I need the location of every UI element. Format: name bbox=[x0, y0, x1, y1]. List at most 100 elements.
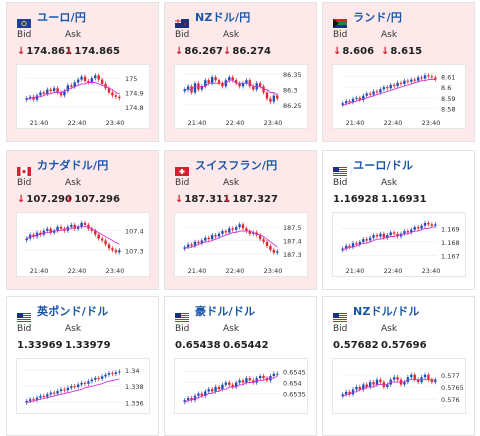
mini-chart[interactable]: 187.5 187.4 187.3 21:40 22:40 23:40 bbox=[174, 212, 308, 277]
rate-card[interactable]: 英ポンド/ドル Bid Ask 1.33969 1.33979 1.34 1.338 1.33… bbox=[6, 296, 159, 436]
candle-body bbox=[97, 378, 100, 380]
candle-body bbox=[392, 232, 396, 234]
y-tick-label: 1.338 bbox=[125, 383, 144, 391]
rate-card[interactable]: 豪ドル/ドル Bid Ask 0.65438 0.65442 0.6545 0.654 0.6… bbox=[164, 296, 317, 436]
candle-body bbox=[252, 380, 255, 383]
candle-body bbox=[392, 377, 396, 380]
y-tick-label: 8.6 bbox=[441, 84, 451, 92]
mini-chart[interactable]: 107.4 107.3 21:40 22:40 23:40 bbox=[16, 212, 150, 277]
ask-label: Ask bbox=[65, 324, 82, 334]
rate-card[interactable]: カナダドル/円 Bid Ask ↓107.290 ↓107.296 107.4 107.3 2… bbox=[6, 150, 159, 290]
ask-value: ↓86.274 bbox=[223, 46, 271, 57]
candle-body bbox=[66, 387, 70, 391]
candle-body bbox=[49, 392, 52, 395]
mini-chart[interactable]: 8.61 8.6 8.59 8.58 21:40 22:40 23:40 bbox=[332, 64, 466, 129]
candle-body bbox=[183, 247, 186, 249]
currency-pair-link[interactable]: カナダドル/円 bbox=[37, 159, 109, 172]
mini-chart[interactable]: 86.35 86.3 86.25 21:40 22:40 23:40 bbox=[174, 64, 308, 129]
x-tick-label: 23:40 bbox=[106, 267, 125, 275]
candle-body bbox=[32, 234, 35, 237]
rate-card[interactable]: ランド/円 Bid Ask ↓8.606 ↓8.615 8.61 8.6 8.59 8.58 21… bbox=[322, 2, 475, 142]
candle-body bbox=[241, 380, 245, 383]
bid-number: 86.267 bbox=[184, 46, 223, 57]
candle-body bbox=[83, 76, 87, 82]
candle-body bbox=[379, 89, 382, 93]
ch-flag-icon bbox=[175, 161, 189, 176]
candle-body bbox=[25, 400, 28, 403]
candle-body bbox=[241, 83, 245, 87]
candle-body bbox=[221, 83, 224, 87]
candle-body bbox=[410, 79, 413, 82]
candle-body bbox=[49, 89, 52, 92]
candle-body bbox=[416, 77, 420, 81]
candle-body bbox=[434, 224, 437, 226]
candle-body bbox=[355, 387, 358, 390]
candle-body bbox=[210, 389, 214, 392]
mini-chart[interactable]: 0.6545 0.654 0.6535 bbox=[174, 358, 308, 414]
currency-pair-link[interactable]: 英ポンド/ドル bbox=[37, 305, 109, 318]
bid-label: Bid bbox=[17, 30, 32, 40]
moving-average-line bbox=[184, 375, 278, 403]
currency-pair-link[interactable]: NZドル/ドル bbox=[353, 305, 420, 318]
y-tick-label: 86.25 bbox=[283, 102, 302, 110]
currency-pair-link[interactable]: 豪ドル/ドル bbox=[195, 305, 256, 318]
candle-body bbox=[228, 77, 231, 81]
bid-value: 1.33969 bbox=[17, 340, 63, 351]
candle-body bbox=[100, 376, 104, 379]
y-tick-label: 86.3 bbox=[283, 86, 297, 94]
candle-body bbox=[80, 222, 83, 227]
mini-chart[interactable]: 175 174.9 174.8 21:40 22:40 23:40 bbox=[16, 64, 150, 129]
candle-body bbox=[355, 97, 358, 99]
x-tick-label: 23:40 bbox=[106, 119, 125, 127]
ask-label: Ask bbox=[223, 178, 240, 188]
x-tick-label: 21:40 bbox=[30, 267, 49, 275]
moving-average-line bbox=[342, 226, 436, 251]
currency-pair-link[interactable]: NZドル/円 bbox=[195, 11, 251, 24]
candle-body bbox=[238, 83, 241, 87]
mini-chart[interactable]: 1.34 1.338 1.336 bbox=[16, 358, 150, 414]
candle-body bbox=[375, 379, 379, 385]
x-tick-label: 21:40 bbox=[346, 267, 365, 275]
bid-number: 1.33969 bbox=[17, 340, 63, 351]
candle-body bbox=[379, 233, 382, 237]
candle-body bbox=[200, 240, 204, 244]
rate-card[interactable]: ユーロ/ドル Bid Ask 1.16928 1.16931 1.169 1.168 1.16… bbox=[322, 150, 475, 290]
moving-average-line bbox=[26, 82, 120, 101]
candle-body bbox=[423, 374, 427, 378]
candle-body bbox=[118, 250, 121, 253]
y-tick-label: 1.169 bbox=[441, 225, 460, 233]
x-tick-label: 22:40 bbox=[226, 119, 245, 127]
candle-body bbox=[241, 224, 245, 229]
x-tick-label: 21:40 bbox=[188, 119, 207, 127]
bid-label: Bid bbox=[333, 30, 348, 40]
candle-body bbox=[358, 241, 362, 245]
candle-body bbox=[56, 226, 59, 231]
candle-body bbox=[368, 382, 372, 387]
rate-card[interactable]: NZドル/円 Bid Ask ↓86.267 ↓86.274 86.35 86.3 86.25… bbox=[164, 2, 317, 142]
bid-label: Bid bbox=[17, 178, 32, 188]
moving-average-line bbox=[184, 230, 278, 250]
ask-label: Ask bbox=[381, 324, 398, 334]
candle-body bbox=[269, 245, 272, 250]
mini-chart[interactable]: 0.577 0.5765 0.576 bbox=[332, 358, 466, 414]
rate-card[interactable]: NZドル/ドル Bid Ask 0.57682 0.57696 0.577 0.5765 0.… bbox=[322, 296, 475, 436]
x-tick-label: 22:40 bbox=[384, 119, 403, 127]
currency-pair-link[interactable]: ユーロ/ドル bbox=[353, 159, 414, 172]
candle-body bbox=[100, 79, 104, 84]
currency-pair-link[interactable]: ユーロ/円 bbox=[37, 11, 87, 24]
candle-body bbox=[97, 75, 100, 80]
card-title-row: 英ポンド/ドル bbox=[17, 304, 109, 322]
y-tick-label: 0.6545 bbox=[283, 369, 306, 377]
mini-chart[interactable]: 1.169 1.168 1.167 21:40 22:40 23:40 bbox=[332, 212, 466, 277]
rate-card[interactable]: スイスフラン/円 Bid Ask ↓187.311 ↓187.327 187.5 187.4… bbox=[164, 150, 317, 290]
candle-body bbox=[406, 80, 410, 82]
bid-number: 0.65438 bbox=[175, 340, 221, 351]
candle-body bbox=[111, 373, 114, 375]
candle-body bbox=[362, 239, 365, 242]
candle-body bbox=[245, 378, 248, 383]
currency-pair-link[interactable]: ランド/円 bbox=[353, 11, 403, 24]
currency-pair-link[interactable]: スイスフラン/円 bbox=[195, 159, 278, 172]
candle-body bbox=[434, 77, 437, 80]
candle-body bbox=[83, 222, 87, 225]
rate-card[interactable]: ユーロ/円 Bid Ask ↓174.861 ↓174.865 175 174.9 174.8… bbox=[6, 2, 159, 142]
